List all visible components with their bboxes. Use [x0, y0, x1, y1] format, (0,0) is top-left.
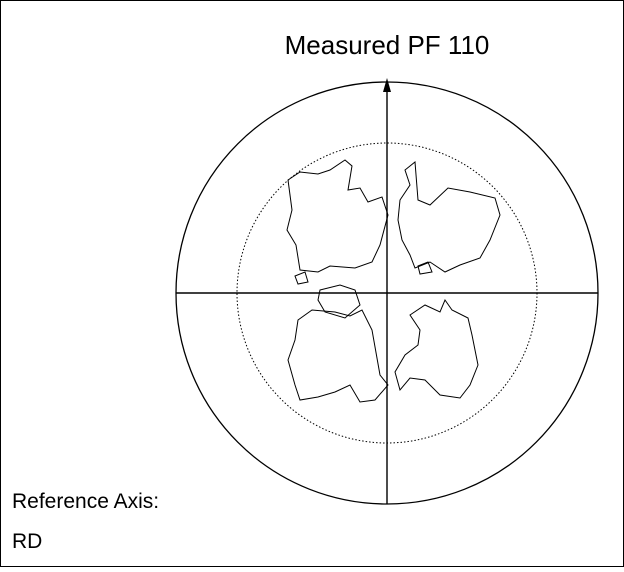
contour — [294, 271, 309, 285]
contour — [397, 161, 501, 273]
contour — [417, 261, 433, 275]
reference-axis-value: RD — [12, 530, 42, 553]
title: Measured PF 110 — [285, 30, 490, 60]
reference-axis-label: Reference Axis: — [12, 490, 159, 513]
contour — [394, 298, 479, 399]
contour — [317, 284, 361, 319]
contour — [286, 159, 389, 273]
contours — [286, 159, 501, 403]
axis-arrow — [383, 78, 391, 92]
